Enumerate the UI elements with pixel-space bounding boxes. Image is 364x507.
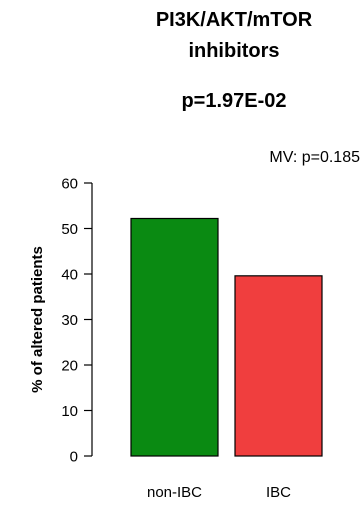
y-axis-label: % of altered patients (29, 246, 46, 393)
y-tick-label: 50 (61, 221, 78, 238)
chart-title-line-2: inhibitors (188, 40, 279, 62)
p-value-label: p=1.97E-02 (181, 90, 286, 112)
y-tick-label: 30 (61, 312, 78, 329)
mv-annotation: MV: p=0.185 (269, 149, 360, 166)
x-category-label: non-IBC (147, 484, 202, 501)
y-tick-label: 60 (61, 176, 78, 193)
x-axis-labels: non-IBC IBC (147, 484, 291, 501)
y-tick-label: 40 (61, 267, 78, 284)
y-tick-label: 20 (61, 358, 78, 375)
y-axis: 0 10 20 30 40 50 60 (61, 176, 93, 466)
chart-title: PI3K/AKT/mTOR inhibitors (156, 9, 313, 62)
bar-non-ibc (130, 217, 219, 457)
bar-ibc (234, 275, 323, 457)
y-tick-label: 0 (70, 449, 78, 466)
x-category-label: IBC (266, 484, 291, 501)
bars-group (130, 217, 323, 457)
chart-title-line-1: PI3K/AKT/mTOR (156, 9, 313, 31)
y-tick-label: 10 (61, 403, 78, 420)
